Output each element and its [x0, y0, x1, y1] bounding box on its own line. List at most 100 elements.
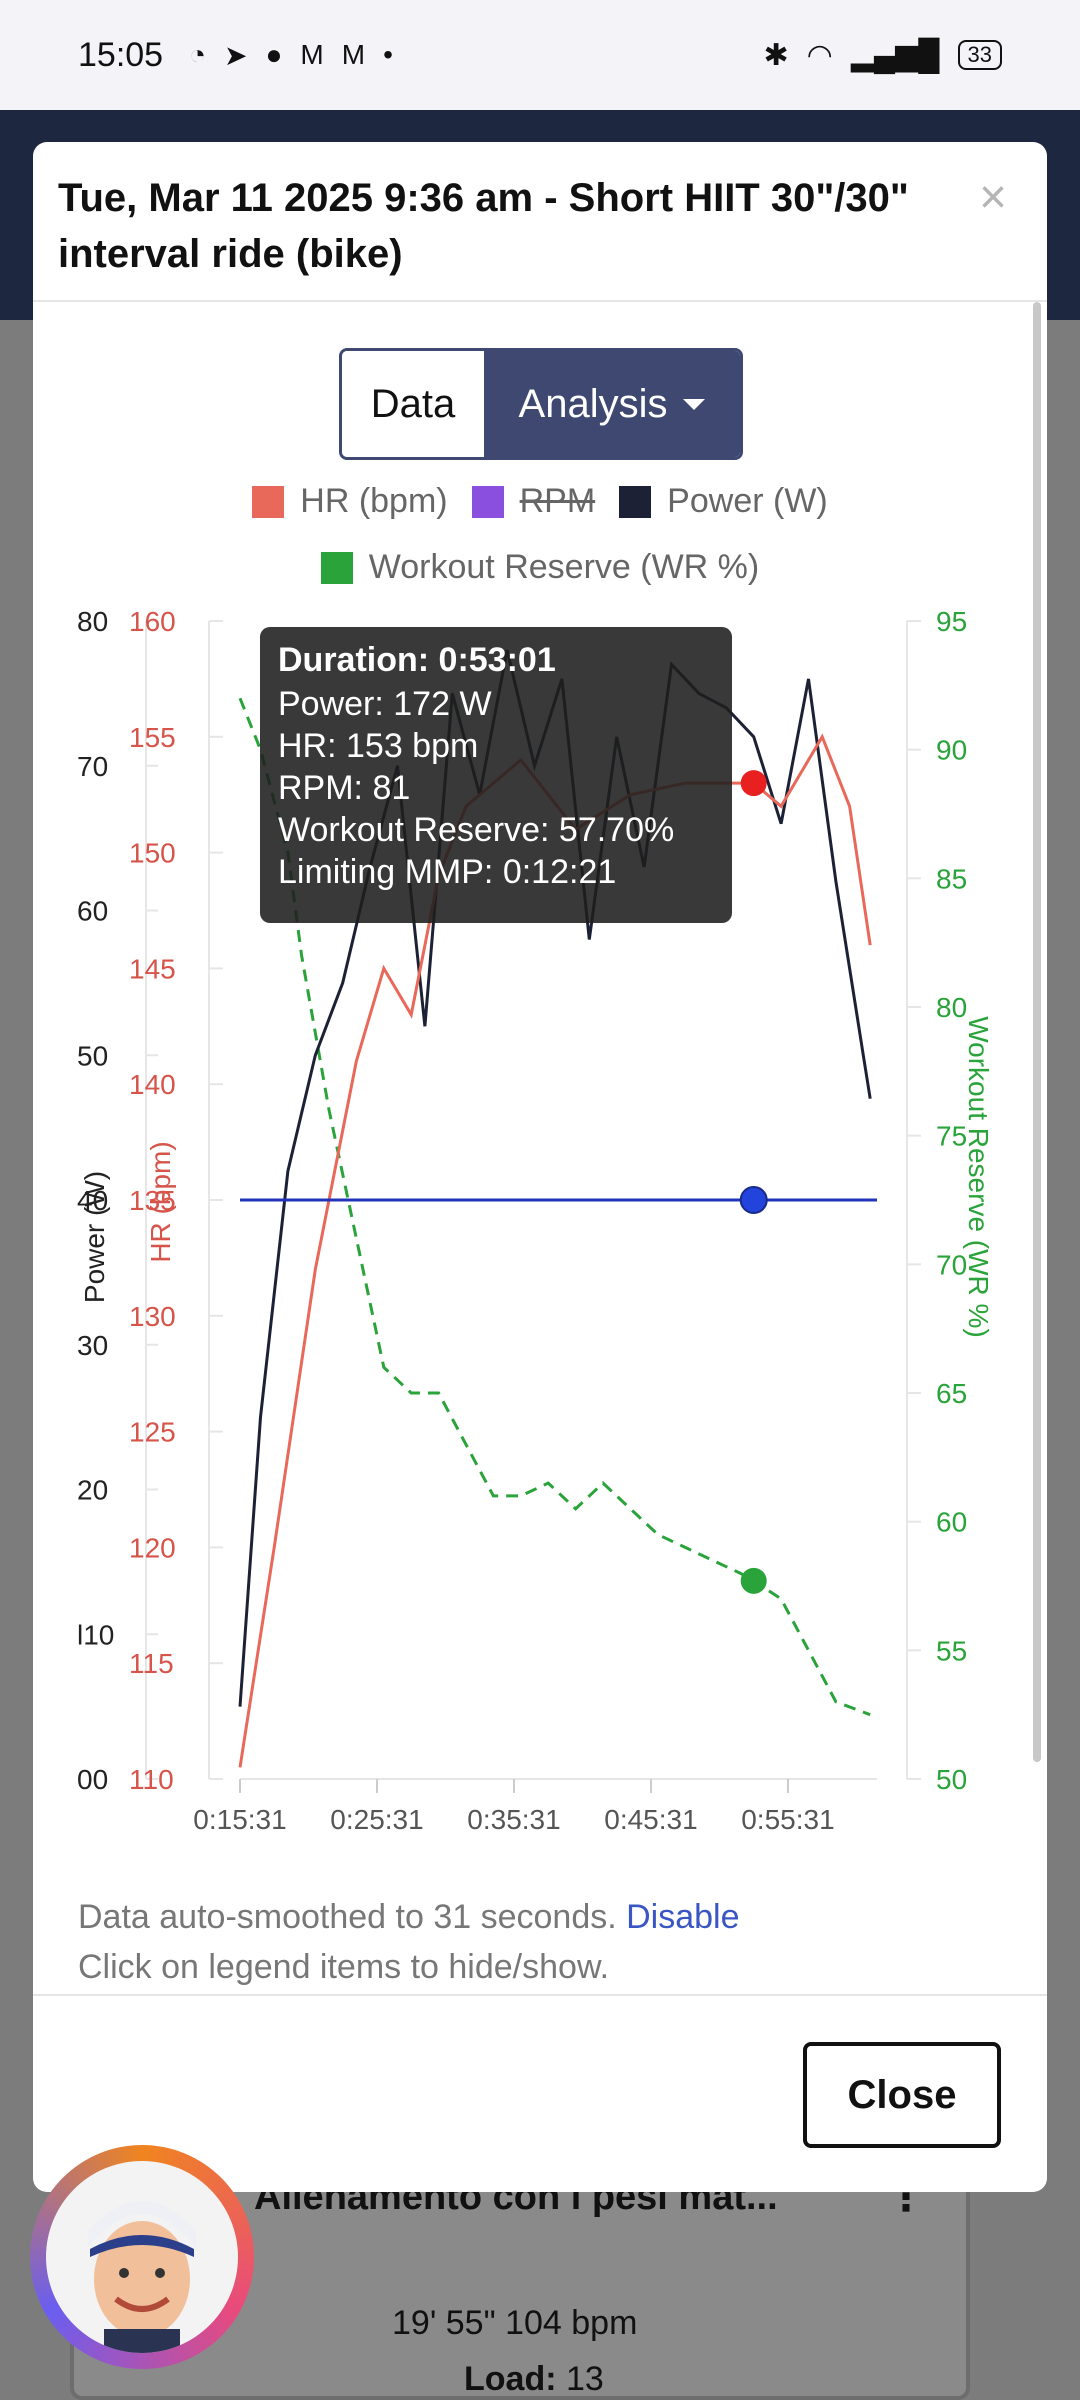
hr-tick-label: 120 — [129, 1532, 176, 1563]
power-tick-label: 40 — [77, 1185, 108, 1216]
workout-card-stats: 19' 55" 104 bpm — [392, 2304, 638, 2342]
bluetooth-icon: ✱ — [763, 38, 789, 72]
wr-tick-label: 80 — [936, 992, 967, 1023]
gmail-icon: M — [300, 39, 324, 70]
battery-icon: 33 — [957, 40, 1002, 70]
legend-item-workout-reserve[interactable]: Workout Reserve (WR %) — [320, 548, 760, 587]
modal-body: Data Analysis HR (bpm) RPM Power (W) — [33, 302, 1047, 1996]
wr-tick-label: 60 — [936, 1507, 967, 1538]
x-tick-label: 0:35:31 — [467, 1804, 560, 1835]
hr-axis-title: HR (bpm) — [145, 1141, 176, 1262]
power-tick-label: 80 — [77, 606, 108, 637]
data-tab-button[interactable]: Data — [342, 351, 484, 457]
power-tick-label: 30 — [77, 1330, 108, 1361]
tooltip-limiting-mmp: Limiting MMP: 0:12:21 — [278, 853, 617, 891]
hr-tick-label: 110 — [129, 1764, 174, 1795]
status-bar: 15:05 ◔ ➤ ● M M • ✱ ◠ ▂▄▆█ 33 — [0, 0, 1080, 110]
tooltip-rpm: RPM: 81 — [278, 769, 411, 807]
workout-reserve-marker-dot — [740, 1567, 767, 1594]
avatar-image — [46, 2161, 238, 2353]
legend-label-hr: HR (bpm) — [300, 482, 448, 520]
modal-scrollbar[interactable] — [1033, 302, 1041, 1762]
modal-title: Tue, Mar 11 2025 9:36 am - Short HIIT 30… — [58, 176, 909, 276]
tooltip-hr: HR: 153 bpm — [278, 727, 479, 765]
legend-label-rpm: RPM — [519, 482, 596, 520]
tooltip-title: Duration: 0:53:01 — [278, 641, 556, 679]
wr-tick-label: 90 — [936, 735, 967, 766]
tooltip-power: Power: 172 W — [278, 685, 492, 723]
tooltip-workout-reserve: Workout Reserve: 57.70% — [278, 811, 675, 849]
hr-tick-label: 130 — [129, 1301, 176, 1332]
caret-down-icon — [683, 398, 706, 410]
system-icons: ✱ ◠ ▂▄▆█ 33 — [764, 38, 1002, 73]
smoothing-note: Data auto-smoothed to 31 seconds. Disabl… — [78, 1892, 740, 1942]
hr-tick-label: 150 — [129, 838, 176, 869]
hr-tick-label: 160 — [129, 606, 176, 637]
notification-icons: ◔ ➤ ● M M • — [189, 39, 393, 72]
hr-tick-label: 125 — [129, 1417, 176, 1448]
disable-smoothing-link[interactable]: Disable — [626, 1898, 740, 1936]
legend-label-power: Power (W) — [667, 482, 828, 520]
power-tick-label: 70 — [77, 751, 108, 782]
legend-swatch-power — [619, 485, 652, 518]
x-tick-label: 0:45:31 — [604, 1804, 697, 1835]
wr-tick-label: 75 — [936, 1121, 967, 1152]
power-tick-label: l10 — [77, 1619, 114, 1650]
wr-tick-label: 70 — [936, 1249, 967, 1280]
legend-swatch-workout-reserve — [320, 551, 353, 584]
hr-tick-label: 115 — [129, 1648, 174, 1679]
hr-marker-dot — [740, 770, 767, 797]
chart-note: Data auto-smoothed to 31 seconds. Disabl… — [78, 1892, 740, 1992]
chart-legend-row-2: Workout Reserve (WR %) — [33, 548, 1047, 587]
wr-tick-label: 85 — [936, 863, 967, 894]
whatsapp-icon: ◔ — [189, 39, 207, 70]
workout-analysis-modal: Tue, Mar 11 2025 9:36 am - Short HIIT 30… — [33, 142, 1047, 2192]
status-time: 15:05 — [78, 35, 164, 74]
gmail-icon: M — [341, 39, 366, 70]
x-tick-label: 0:55:31 — [741, 1804, 834, 1835]
legend-swatch-hr — [252, 485, 285, 518]
power-tick-label: 50 — [77, 1040, 108, 1071]
legend-hint: Click on legend items to hide/show. — [78, 1948, 610, 1986]
power-tick-label: 20 — [77, 1475, 108, 1506]
wr-tick-label: 95 — [936, 606, 967, 637]
wr-tick-label: 55 — [936, 1635, 967, 1666]
legend-swatch-rpm — [471, 485, 504, 518]
hr-tick-label: 140 — [129, 1069, 176, 1100]
wr-tick-label: 65 — [936, 1378, 967, 1409]
avatar-face-icon — [88, 2201, 196, 2353]
legend-item-hr[interactable]: HR (bpm) — [252, 482, 448, 521]
power-axis-title: Power (W) — [79, 1171, 110, 1303]
legend-item-power[interactable]: Power (W) — [619, 482, 828, 521]
legend-label-workout-reserve: Workout Reserve (WR %) — [368, 548, 760, 586]
coach-avatar[interactable] — [30, 2145, 254, 2369]
view-toggle: Data Analysis — [339, 348, 743, 460]
power-tick-label: 60 — [77, 896, 108, 927]
app-icon: ● — [265, 39, 283, 70]
workout-card-load: Load: 13 — [464, 2360, 604, 2399]
legend-item-rpm[interactable]: RPM — [471, 482, 596, 521]
hr-tick-label: 155 — [129, 722, 176, 753]
chart-tooltip: Duration: 0:53:01 Power: 172 W HR: 153 b… — [260, 627, 732, 923]
wifi-icon: ◠ — [806, 38, 833, 72]
signal-icon: ▂▄▆█ — [850, 38, 940, 72]
smoothing-text: Data auto-smoothed to 31 seconds. — [78, 1898, 617, 1936]
modal-header: Tue, Mar 11 2025 9:36 am - Short HIIT 30… — [33, 142, 1047, 302]
telegram-icon: ➤ — [224, 39, 248, 71]
power-marker-dot — [739, 1186, 768, 1214]
wr-tick-label: 50 — [936, 1764, 967, 1795]
analysis-label: Analysis — [518, 381, 668, 426]
hr-tick-label: 145 — [129, 953, 176, 984]
wr-axis-title: Workout Reserve (WR %) — [963, 1016, 994, 1338]
chart-legend-row-1: HR (bpm) RPM Power (W) — [33, 482, 1047, 521]
power-tick-label: 00 — [77, 1764, 108, 1795]
workout-chart[interactable]: 00 l10 20 30 40 50 60 70 80 110 115 120 125 130 135 140… — [33, 602, 1047, 1902]
analysis-dropdown-button[interactable]: Analysis — [484, 351, 740, 457]
x-tick-label: 0:25:31 — [330, 1804, 423, 1835]
dot-icon: • — [383, 39, 393, 70]
load-value: 13 — [566, 2360, 604, 2398]
load-label: Load: — [464, 2360, 557, 2398]
close-icon[interactable]: × — [978, 171, 1007, 224]
modal-footer: Close — [33, 1994, 1047, 2192]
close-button[interactable]: Close — [803, 2042, 1001, 2148]
